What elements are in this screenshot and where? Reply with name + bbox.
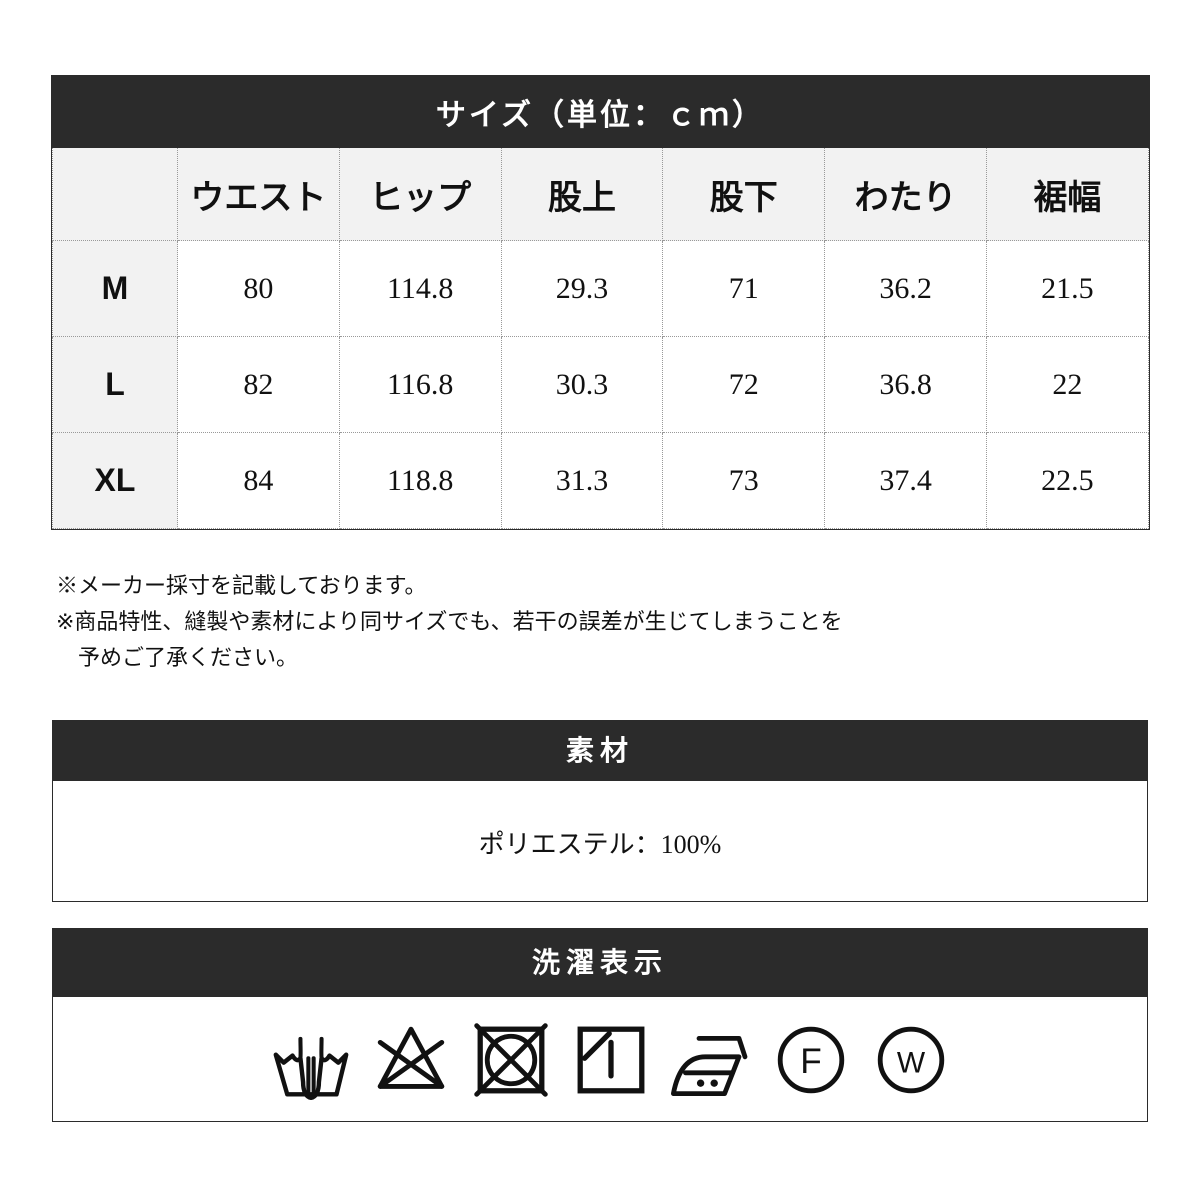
svg-text:F: F	[800, 1042, 822, 1081]
svg-text:W: W	[897, 1046, 926, 1079]
